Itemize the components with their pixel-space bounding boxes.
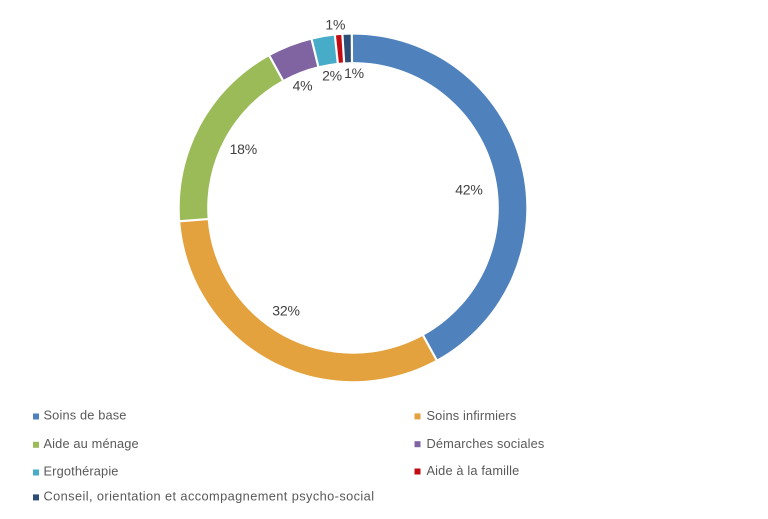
svg-text:18%: 18%	[230, 141, 257, 157]
svg-text:Conseil, orientation et accomp: Conseil, orientation et accompagnement p…	[44, 488, 375, 503]
svg-text:1%: 1%	[344, 65, 364, 81]
svg-text:Aide à la famille: Aide à la famille	[427, 463, 520, 478]
svg-text:1%: 1%	[325, 16, 345, 32]
svg-text:32%: 32%	[272, 303, 299, 319]
svg-text:Aide au ménage: Aide au ménage	[44, 436, 139, 451]
svg-text:Démarches sociales: Démarches sociales	[427, 436, 545, 451]
svg-text:Soins de base: Soins de base	[44, 408, 127, 423]
svg-text:42%: 42%	[455, 182, 482, 198]
svg-text:Soins infirmiers: Soins infirmiers	[427, 408, 517, 423]
svg-text:2%: 2%	[322, 68, 342, 84]
svg-text:Ergothérapie: Ergothérapie	[44, 464, 119, 479]
svg-text:4%: 4%	[293, 78, 313, 94]
